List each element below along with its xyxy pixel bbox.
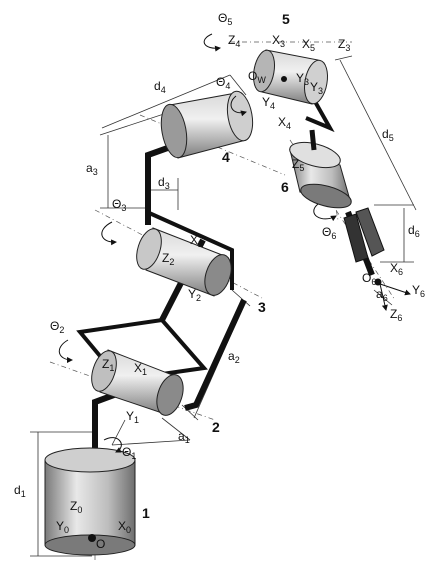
axis-x1-label: X1	[134, 361, 147, 377]
joint-number-4: 4	[222, 149, 230, 165]
param-a2-label: a2	[228, 349, 240, 365]
param-d5-label: d5	[382, 127, 394, 143]
joint-6-cylinder	[287, 130, 354, 212]
param-d3-label: d3	[158, 175, 170, 191]
param-d1-label: d1	[14, 483, 26, 499]
theta-3-label: Θ3	[112, 197, 126, 213]
param-a6-label: a6	[376, 287, 388, 303]
joint-number-1: 1	[142, 505, 150, 521]
axis-x3-label: X3	[272, 33, 285, 49]
joint-4-cylinder	[157, 89, 256, 159]
param-d6-label: d6	[408, 223, 420, 239]
joint-number-6: 6	[281, 179, 289, 195]
axis-y1-label: Y1	[126, 409, 139, 425]
theta-5-label: Θ5	[218, 11, 232, 27]
theta-4-label: Θ4	[216, 75, 230, 91]
axis-x6-label: X6	[390, 261, 403, 277]
axis-z6-label: Z6	[390, 307, 402, 323]
theta-6-label: Θ6	[322, 225, 336, 241]
joint-number-3: 3	[258, 299, 266, 315]
origin-ow-marker	[281, 76, 287, 82]
joint-3-cylinder	[132, 226, 236, 299]
axis-y4-label: Y4	[262, 95, 275, 111]
axis-z4-label: Z4	[228, 33, 240, 49]
joint-number-5: 5	[282, 11, 290, 27]
param-d4-label: d4	[154, 79, 166, 95]
axis-z3-label: Z3	[338, 37, 350, 53]
theta-1-label: Θ1	[122, 445, 136, 461]
axis-x5-label: X5	[302, 37, 315, 53]
origin-o-marker	[88, 534, 96, 542]
param-a1-label: a1	[178, 429, 190, 445]
origin-o-label: O	[96, 537, 105, 551]
param-a3-label: a3	[86, 161, 98, 177]
joint-number-2: 2	[212, 419, 220, 435]
theta-2-label: Θ2	[50, 319, 64, 335]
axis-x4-label: X4	[278, 115, 291, 131]
axis-y6-label: Y6	[412, 283, 425, 299]
